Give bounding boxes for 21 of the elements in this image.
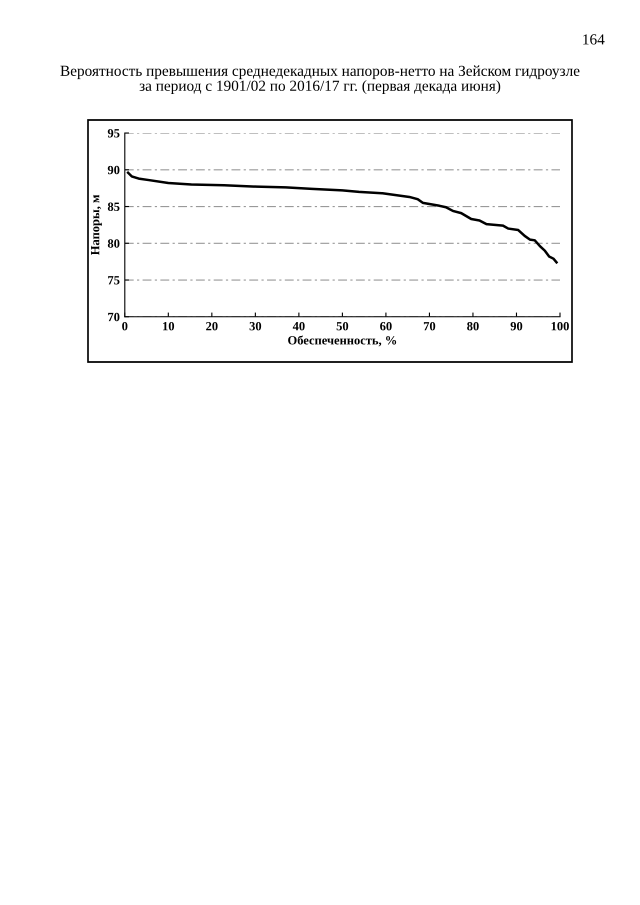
x-tick-label: 60 [380,322,392,330]
x-tick-label: 70 [424,322,436,330]
y-tick-label: 70 [108,312,120,322]
chart-title: Вероятность превышения среднедекадных напоров-нетто на Зейском гидроузле за период с 1901/02 по 2016/17 гг. (первая декада июня) [60,65,580,94]
x-tick-label: 10 [163,322,174,330]
y-axis-title: Напоры, м [91,194,102,256]
x-tick-label: 50 [336,322,348,330]
y-tick-label: 90 [108,166,120,174]
x-tick-label: 0 [122,322,128,330]
y-tick-label: 85 [108,202,120,211]
x-tick-label: 20 [206,322,218,330]
x-tick-label: 40 [292,322,305,330]
x-tick-label: 30 [250,322,262,330]
y-tick-label: 80 [108,239,120,248]
x-tick-label: 80 [467,322,479,330]
text: 164 [583,34,605,45]
y-tick-label: 75 [108,276,120,284]
x-tick-label: 90 [510,322,522,330]
x-tick-label: 100 [552,322,569,330]
y-tick-label: 95 [108,129,120,138]
x-axis-title: Обеспеченность, % [288,335,396,346]
